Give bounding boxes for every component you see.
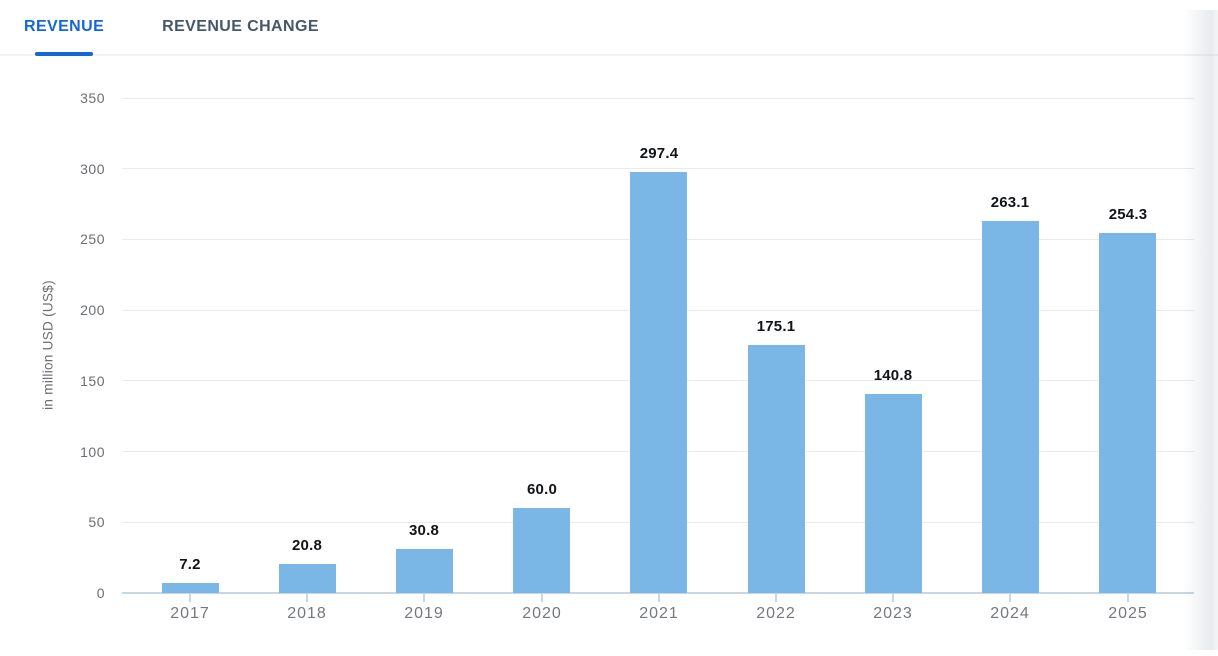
x-axis-line — [122, 592, 1194, 594]
bar-value-label-2024: 263.1 — [990, 193, 1030, 211]
bar-chart: in million USD (US$) 0 50 100 150 200 250 300 3… — [0, 10, 1218, 656]
x-axis-tick-2022 — [775, 594, 777, 602]
x-axis-label-2023: 2023 — [873, 605, 913, 622]
bar-2022[interactable] — [748, 345, 805, 593]
bar-value-label-2021: 297.4 — [639, 145, 679, 163]
x-axis-label-2018: 2018 — [287, 605, 327, 622]
bar-value-label-2025: 254.3 — [1108, 206, 1148, 224]
tab-revenue[interactable]: REVENUE — [24, 0, 105, 56]
y-tick-label-0: 0 — [96, 585, 105, 601]
gridline-300 — [122, 168, 1194, 170]
y-tick-label-300: 300 — [80, 160, 105, 177]
bar-2019[interactable] — [396, 549, 453, 593]
right-edge-shadow — [1183, 10, 1218, 650]
bar-value-label-2018: 20.8 — [292, 536, 322, 554]
x-axis-tick-2023 — [892, 594, 894, 602]
y-tick-label-200: 200 — [80, 302, 105, 319]
x-axis-tick-2019 — [423, 594, 425, 602]
y-tick-label-350: 350 — [80, 90, 105, 106]
x-axis-tick-2020 — [541, 594, 543, 602]
x-axis-label-2020: 2020 — [522, 605, 562, 622]
bar-value-label-2023: 140.8 — [873, 366, 913, 384]
bar-value-label-2017: 7.2 — [179, 555, 201, 573]
y-tick-label-50: 50 — [88, 514, 105, 531]
bar-value-label-2020: 60.0 — [527, 481, 557, 499]
y-tick-label-100: 100 — [80, 443, 105, 460]
x-axis-label-2022: 2022 — [756, 605, 796, 622]
x-axis-label-2024: 2024 — [990, 605, 1030, 622]
bar-value-label-2022: 175.1 — [756, 318, 796, 336]
x-axis-label-2017: 2017 — [170, 605, 210, 622]
gridline-350 — [122, 97, 1194, 99]
x-axis-label-2019: 2019 — [404, 605, 444, 622]
x-axis-tick-2017 — [189, 594, 191, 602]
bar-2024[interactable] — [982, 220, 1039, 593]
x-axis-tick-2021 — [658, 594, 660, 602]
tab-revenue-change[interactable]: REVENUE CHANGE — [162, 0, 319, 54]
x-axis-tick-2024 — [1009, 594, 1011, 602]
bar-value-label-2019: 30.8 — [409, 522, 439, 540]
x-axis-label-2025: 2025 — [1108, 605, 1148, 622]
bar-2018[interactable] — [279, 563, 336, 593]
tab-revenue-label: REVENUE — [24, 18, 105, 35]
bar-2023[interactable] — [865, 393, 922, 593]
y-tick-label-150: 150 — [80, 372, 105, 389]
bar-2020[interactable] — [513, 508, 570, 593]
active-tab-underline — [35, 52, 94, 56]
x-axis-label-2021: 2021 — [639, 605, 679, 622]
x-axis-tick-2025 — [1127, 594, 1129, 602]
bar-2021[interactable] — [630, 172, 687, 593]
y-tick-label-250: 250 — [80, 231, 105, 248]
tab-revenue-change-label: REVENUE CHANGE — [162, 18, 319, 35]
tab-bar: REVENUE REVENUE CHANGE — [0, 0, 1218, 56]
bar-2025[interactable] — [1099, 233, 1156, 593]
x-axis-tick-2018 — [306, 594, 308, 602]
bar-2017[interactable] — [162, 582, 219, 593]
